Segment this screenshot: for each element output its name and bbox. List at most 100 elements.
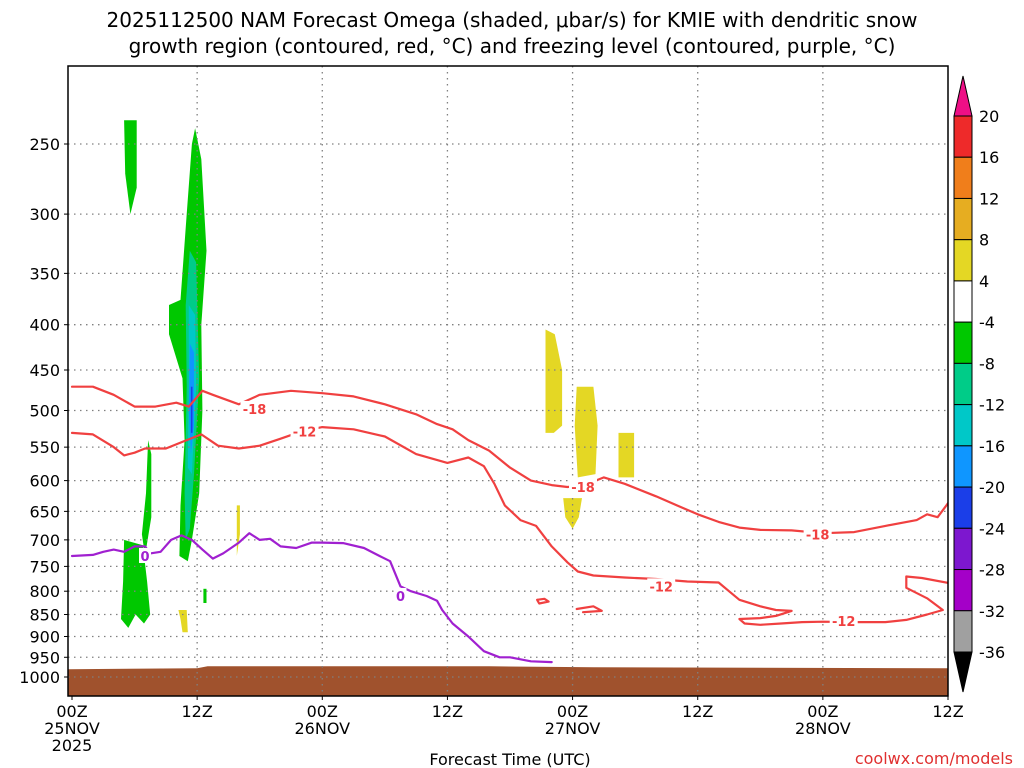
chart-title-line-2: growth region (contoured, red, °C) and f…: [129, 34, 896, 58]
y-axis-ticks: 250 300 350 400 450 500 550 600 650 700 750 800 850 9…: [19, 135, 68, 687]
y-tick-label-750: 750: [29, 557, 60, 576]
contour-label-bg-7: [394, 587, 407, 603]
x-axis-label: Forecast Time (UTC): [429, 750, 590, 768]
y-tick-label-700: 700: [29, 531, 60, 550]
colorbar-bin-6: [953, 321, 973, 364]
isotherm-minus12-small-loop: [535, 597, 550, 605]
colorbar-bin-8: [953, 404, 973, 447]
y-tick-label-450: 450: [29, 361, 60, 380]
omega-region-11: [618, 432, 635, 478]
y-tick-label-500: 500: [29, 402, 60, 421]
colorbar-bin-12: [953, 569, 973, 612]
omega-region-9: [545, 329, 563, 433]
omega-shading-layer: [121, 120, 635, 633]
y-tick-label-400: 400: [29, 316, 60, 335]
colorbar-bin-9: [953, 445, 973, 488]
y-tick-label-250: 250: [29, 135, 60, 154]
y-tick-label-650: 650: [29, 502, 60, 521]
colorbar-bin-13: [953, 610, 973, 653]
omega-region-10: [574, 386, 598, 478]
colorbar-bin-3: [953, 197, 973, 241]
contour-label-bg-0: [240, 400, 269, 416]
contour-label-bg-2: [569, 478, 597, 494]
contour-label-bg-1: [290, 423, 319, 439]
omega-region-8: [203, 588, 207, 603]
x-tick-label-t0-1: 00Z: [56, 702, 87, 721]
x-tick-label-t12-1: 12Z: [181, 702, 212, 721]
omega-region-6: [141, 440, 152, 556]
plot-area: -18 -12 -18 -12 -18 -12 0 0: [68, 66, 948, 696]
colorbar-label-5: -4: [979, 313, 995, 332]
y-tick-label-550: 550: [29, 438, 60, 457]
colorbar: 20 16 12 8 4 -4 -8 -12 -16 -20 -24 -28 -32 -36: [953, 75, 1005, 693]
colorbar-label-8: -16: [979, 437, 1005, 456]
isotherm-minus12-small-loop-2: [575, 605, 603, 614]
colorbar-label-0: 20: [979, 107, 999, 126]
chart-title-line-1: 2025112500 NAM Forecast Omega (shaded, μ…: [107, 8, 918, 32]
x-tick-label-t36-1: 12Z: [432, 702, 463, 721]
isotherm-minus18-line: [70, 385, 948, 535]
colorbar-label-1: 16: [979, 148, 999, 167]
colorbar-label-9: -20: [979, 478, 1005, 497]
colorbar-bin-1: [953, 115, 973, 158]
colorbar-bin-2: [953, 156, 973, 199]
contour-label-5: -12: [832, 615, 856, 630]
y-tick-label-300: 300: [29, 205, 60, 224]
omega-region-5: [190, 386, 193, 433]
x-tick-label-t24-1: 00Z: [307, 702, 338, 721]
contour-label-3: -12: [649, 580, 673, 595]
colorbar-bin-0: [953, 75, 973, 117]
plot-frame: [67, 65, 949, 697]
contour-label-bg-6: [139, 548, 151, 564]
contour-label-bg-4: [803, 526, 832, 542]
contour-label-6: 0: [140, 550, 149, 565]
omega-region-14: [178, 610, 188, 633]
colorbar-label-2: 12: [979, 189, 999, 208]
colorbar-label-11: -28: [979, 561, 1005, 580]
x-tick-label-t48-2: 27NOV: [545, 719, 601, 738]
colorbar-label-3: 8: [979, 231, 989, 250]
colorbar-bin-5: [953, 280, 973, 323]
colorbar-bin-10: [953, 486, 973, 529]
grid-layer: [68, 66, 948, 696]
colorbar-label-4: 4: [979, 272, 989, 291]
x-tick-label-t0-3: 2025: [52, 736, 93, 755]
omega-region-0: [124, 120, 137, 215]
x-tick-label-t72-1: 00Z: [807, 702, 838, 721]
credit-text: coolwx.com/models: [855, 749, 1013, 768]
terrain-layer: [68, 666, 948, 696]
y-tick-label-1000: 1000: [19, 668, 60, 687]
x-tick-label-t72-2: 28NOV: [795, 719, 851, 738]
x-tick-label-t24-2: 26NOV: [294, 719, 350, 738]
x-tick-label-t48-1: 00Z: [557, 702, 588, 721]
colorbar-bin-7: [953, 362, 973, 406]
omega-region-13: [236, 505, 240, 556]
y-tick-label-900: 900: [29, 627, 60, 646]
y-tick-label-850: 850: [29, 606, 60, 625]
terrain-fill: [68, 666, 948, 696]
y-tick-label-950: 950: [29, 648, 60, 667]
x-tick-label-t0-2: 25NOV: [44, 719, 100, 738]
colorbar-bin-11: [953, 527, 973, 571]
y-tick-label-600: 600: [29, 472, 60, 491]
colorbar-label-7: -12: [979, 396, 1005, 415]
colorbar-label-6: -8: [979, 354, 995, 373]
colorbar-label-12: -32: [979, 602, 1005, 621]
contour-label-2: -18: [571, 481, 595, 496]
contour-layer: [70, 385, 948, 664]
contour-label-1: -12: [293, 425, 317, 440]
y-tick-label-800: 800: [29, 582, 60, 601]
contour-label-bg-3: [647, 578, 676, 594]
colorbar-label-13: -36: [979, 643, 1005, 662]
contour-label-0: -18: [243, 403, 267, 418]
contour-label-7: 0: [396, 590, 405, 605]
omega-region-12: [563, 498, 582, 529]
contour-label-layer: -18 -12 -18 -12 -18 -12 0 0: [139, 400, 858, 630]
x-tick-label-t84-1: 12Z: [932, 702, 963, 721]
contour-label-bg-5: [829, 613, 858, 629]
y-tick-label-350: 350: [29, 264, 60, 283]
contour-label-4: -18: [806, 528, 830, 543]
colorbar-bin-4: [953, 239, 973, 282]
